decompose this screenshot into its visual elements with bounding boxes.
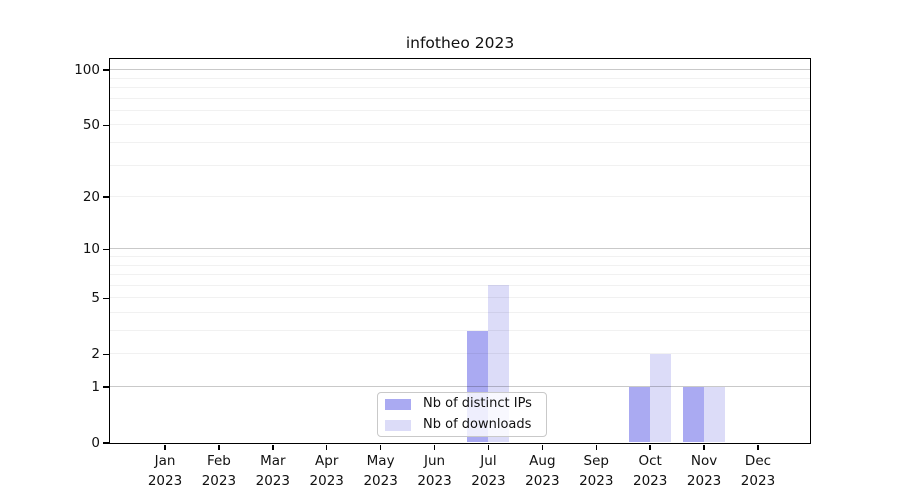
minor-gridline-4 [109,311,810,313]
y-tick-100 [102,69,110,71]
x-tick-label-aug: Aug 2023 [525,453,560,489]
bar-ips-oct [628,386,650,443]
x-tick-aug [541,444,544,450]
x-tick-label-jun: Jun 2023 [417,453,452,489]
y-tick-50 [102,124,110,127]
minor-gridline-3 [109,330,810,331]
minor-gridline-40 [109,142,810,143]
y-tick-label-10: 10 [82,241,100,258]
legend-swatch-downloads [385,419,411,431]
plot-area [108,57,811,444]
bar-downloads-oct [649,353,671,443]
minor-gridline-50 [109,124,810,126]
legend-label-downloads: Nb of downloads [423,417,532,432]
y-tick-label-100: 100 [74,62,100,79]
y-tick-5 [102,297,110,299]
bar-downloads-nov [703,386,725,443]
x-tick-label-sep: Sep 2023 [579,453,614,489]
y-tick-label-2: 2 [91,346,100,363]
minor-gridline-30 [109,164,810,166]
x-tick-dec [757,444,759,450]
y-tick-10 [102,248,110,250]
legend-item-distinct-ips: Nb of distinct IPs [385,396,536,412]
y-tick-label-0: 0 [91,435,100,451]
x-tick-label-apr: Apr 2023 [309,453,344,489]
x-tick-nov [703,444,705,450]
minor-gridline-7 [109,274,810,276]
x-tick-label-feb: Feb 2023 [201,453,237,489]
y-tick-20 [102,196,110,198]
x-tick-mar [272,444,274,450]
major-gridline-10 [109,248,810,250]
minor-gridline-2 [109,353,810,355]
major-gridline-100 [109,69,810,71]
x-tick-jun [433,444,436,450]
chart-title: infotheo 2023 [405,34,515,52]
minor-gridline-60 [109,109,810,111]
x-tick-may [379,444,382,450]
x-tick-label-oct: Oct 2023 [632,453,668,489]
x-tick-label-jul: Jul 2023 [471,453,506,489]
x-tick-sep [595,444,597,450]
legend-item-downloads: Nb of downloads [385,417,536,433]
minor-gridline-90 [109,77,810,79]
y-tick-2 [102,353,110,355]
x-tick-label-jan: Jan 2023 [147,453,183,489]
x-tick-oct [649,444,651,450]
x-tick-label-dec: Dec 2023 [740,453,776,489]
x-tick-jul [487,444,490,450]
x-tick-apr [326,444,328,450]
minor-gridline-8 [109,264,810,266]
x-tick-feb [218,444,220,450]
minor-gridline-20 [109,196,810,198]
x-tick-label-mar: Mar 2023 [255,453,290,489]
minor-gridline-6 [109,284,810,286]
x-tick-label-may: May 2023 [363,453,398,489]
minor-gridline-80 [109,87,810,88]
x-tick-label-nov: Nov 2023 [686,453,722,489]
y-tick-label-50: 50 [82,117,100,134]
y-tick-label-20: 20 [82,189,100,206]
y-tick-1 [102,386,110,388]
minor-gridline-70 [109,97,810,99]
legend-label-distinct-ips: Nb of distinct IPs [423,396,532,411]
legend: Nb of distinct IPs Nb of downloads [377,392,547,437]
y-tick-label-1: 1 [91,379,100,395]
minor-gridline-5 [109,297,810,299]
legend-swatch-distinct-ips [385,398,411,410]
bar-ips-nov [682,386,704,443]
minor-gridline-9 [109,255,810,257]
x-tick-jan [164,444,166,450]
major-gridline-1 [109,386,810,387]
y-tick-0 [102,442,110,444]
y-tick-label-5: 5 [91,290,100,307]
